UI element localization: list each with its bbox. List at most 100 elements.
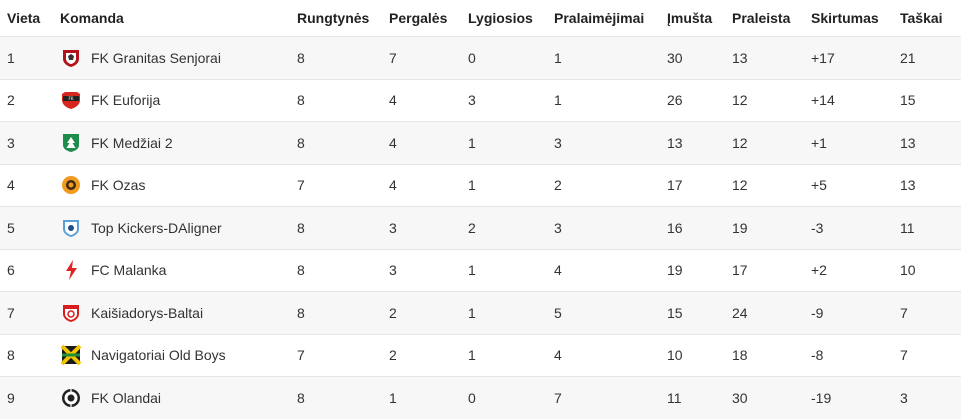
team-cell: FK Granitas Senjorai bbox=[60, 36, 297, 79]
table-row: 2 FK FK Euforija 8 4 3 1 26 12 +14 15 bbox=[0, 78, 961, 122]
ozas-crest-icon bbox=[60, 174, 82, 196]
losses-cell: 1 bbox=[554, 36, 667, 79]
header-goals-for[interactable]: Įmušta bbox=[667, 0, 732, 37]
goals-against-cell: 13 bbox=[732, 36, 811, 79]
top-kickers-crest-icon bbox=[60, 217, 82, 239]
losses-cell: 4 bbox=[554, 333, 667, 377]
header-points[interactable]: Taškai bbox=[900, 0, 961, 37]
played-cell: 7 bbox=[297, 333, 389, 377]
team-cell: FK Ozas bbox=[60, 163, 297, 207]
losses-cell: 3 bbox=[554, 206, 667, 249]
header-place[interactable]: Vieta bbox=[0, 0, 60, 37]
header-goal-diff[interactable]: Skirtumas bbox=[811, 0, 900, 37]
wins-cell: 7 bbox=[389, 36, 468, 79]
wins-cell: 1 bbox=[389, 376, 468, 419]
team-cell: FK FK Euforija bbox=[60, 78, 297, 122]
kaisiadorys-crest-icon bbox=[60, 302, 82, 324]
played-cell: 8 bbox=[297, 121, 389, 164]
place-cell: 9 bbox=[0, 376, 60, 419]
goal-diff-cell: +14 bbox=[811, 78, 900, 122]
table-row: 8 Navigatoriai Old Boys 7 2 1 4 10 18 -8… bbox=[0, 333, 961, 377]
wins-cell: 2 bbox=[389, 291, 468, 334]
header-losses[interactable]: Pralaimėjimai bbox=[554, 0, 667, 37]
played-cell: 8 bbox=[297, 291, 389, 334]
team-name-link[interactable]: Top Kickers-DAligner bbox=[91, 219, 222, 236]
team-name-link[interactable]: FC Malanka bbox=[91, 262, 167, 279]
team-cell: Top Kickers-DAligner bbox=[60, 206, 297, 249]
losses-cell: 5 bbox=[554, 291, 667, 334]
goal-diff-cell: +5 bbox=[811, 163, 900, 207]
place-cell: 1 bbox=[0, 36, 60, 79]
wins-cell: 3 bbox=[389, 206, 468, 249]
header-played[interactable]: Rungtynės bbox=[297, 0, 389, 37]
goals-for-cell: 30 bbox=[667, 36, 732, 79]
goal-diff-cell: -19 bbox=[811, 376, 900, 419]
table-row: 6 FC Malanka 8 3 1 4 19 17 +2 10 bbox=[0, 248, 961, 292]
losses-cell: 3 bbox=[554, 121, 667, 164]
team-name-link[interactable]: Navigatoriai Old Boys bbox=[91, 347, 226, 364]
goals-against-cell: 12 bbox=[732, 163, 811, 207]
points-cell: 11 bbox=[900, 206, 961, 249]
draws-cell: 3 bbox=[468, 78, 554, 122]
table-row: 5 Top Kickers-DAligner 8 3 2 3 16 19 -3 … bbox=[0, 206, 961, 249]
place-cell: 7 bbox=[0, 291, 60, 334]
goal-diff-cell: -9 bbox=[811, 291, 900, 334]
place-cell: 8 bbox=[0, 333, 60, 377]
draws-cell: 1 bbox=[468, 333, 554, 377]
draws-cell: 0 bbox=[468, 376, 554, 419]
losses-cell: 1 bbox=[554, 78, 667, 122]
team-name-link[interactable]: Kaišiadorys-Baltai bbox=[91, 304, 204, 321]
points-cell: 13 bbox=[900, 163, 961, 207]
goal-diff-cell: +1 bbox=[811, 121, 900, 164]
draws-cell: 1 bbox=[468, 163, 554, 207]
draws-cell: 0 bbox=[468, 36, 554, 79]
goals-for-cell: 13 bbox=[667, 121, 732, 164]
header-wins[interactable]: Pergalės bbox=[389, 0, 468, 37]
place-cell: 5 bbox=[0, 206, 60, 249]
goal-diff-cell: -3 bbox=[811, 206, 900, 249]
team-name-link[interactable]: FK Granitas Senjorai bbox=[91, 49, 221, 66]
goals-against-cell: 24 bbox=[732, 291, 811, 334]
team-cell: Kaišiadorys-Baltai bbox=[60, 291, 297, 334]
euforija-crest-icon: FK bbox=[60, 89, 82, 111]
points-cell: 7 bbox=[900, 291, 961, 334]
goals-for-cell: 17 bbox=[667, 163, 732, 207]
goals-for-cell: 11 bbox=[667, 376, 732, 419]
points-cell: 10 bbox=[900, 248, 961, 292]
navigatoriai-crest-icon bbox=[60, 344, 82, 366]
goals-against-cell: 30 bbox=[732, 376, 811, 419]
team-name-link[interactable]: FK Euforija bbox=[91, 92, 161, 109]
team-cell: FC Malanka bbox=[60, 248, 297, 292]
granitas-crest-icon bbox=[60, 47, 82, 69]
wins-cell: 3 bbox=[389, 248, 468, 292]
header-goals-against[interactable]: Praleista bbox=[732, 0, 811, 37]
goals-against-cell: 17 bbox=[732, 248, 811, 292]
table-row: 9 FK Olandai 8 1 0 7 11 30 -19 3 bbox=[0, 376, 961, 419]
team-name-link[interactable]: FK Medžiai 2 bbox=[91, 134, 173, 151]
olandai-crest-icon bbox=[60, 387, 82, 409]
goals-against-cell: 12 bbox=[732, 78, 811, 122]
header-team[interactable]: Komanda bbox=[60, 0, 297, 37]
wins-cell: 4 bbox=[389, 121, 468, 164]
svg-text:FK: FK bbox=[69, 96, 74, 101]
team-cell: FK Olandai bbox=[60, 376, 297, 419]
goals-against-cell: 18 bbox=[732, 333, 811, 377]
draws-cell: 1 bbox=[468, 121, 554, 164]
points-cell: 13 bbox=[900, 121, 961, 164]
points-cell: 7 bbox=[900, 333, 961, 377]
team-name-link[interactable]: FK Ozas bbox=[91, 177, 146, 194]
team-cell: Navigatoriai Old Boys bbox=[60, 333, 297, 377]
losses-cell: 2 bbox=[554, 163, 667, 207]
goals-for-cell: 15 bbox=[667, 291, 732, 334]
played-cell: 8 bbox=[297, 78, 389, 122]
draws-cell: 1 bbox=[468, 248, 554, 292]
played-cell: 8 bbox=[297, 376, 389, 419]
team-name-link[interactable]: FK Olandai bbox=[91, 389, 162, 406]
played-cell: 7 bbox=[297, 163, 389, 207]
points-cell: 21 bbox=[900, 36, 961, 79]
place-cell: 4 bbox=[0, 163, 60, 207]
header-draws[interactable]: Lygiosios bbox=[468, 0, 554, 37]
team-cell: FK Medžiai 2 bbox=[60, 121, 297, 164]
draws-cell: 1 bbox=[468, 291, 554, 334]
